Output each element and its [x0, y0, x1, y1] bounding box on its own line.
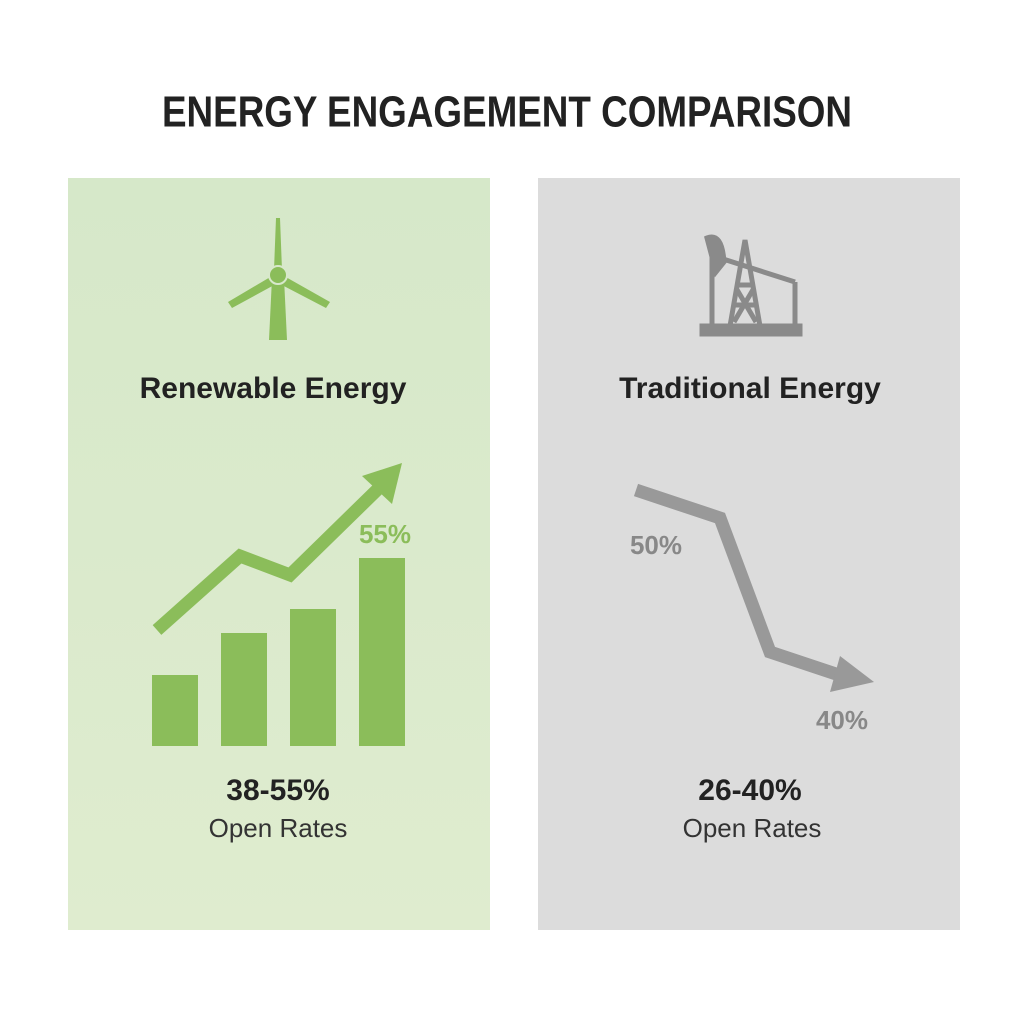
panel-heading: Renewable Energy: [140, 372, 407, 405]
arrow-head: [830, 656, 874, 692]
panel-heading: Traditional Energy: [619, 372, 881, 405]
range: 26-40%: [698, 774, 801, 807]
trend-arrow: [152, 482, 385, 635]
wind-turbine-icon: [228, 218, 330, 340]
chart-label: 55%: [359, 519, 411, 549]
trend-arrow: [633, 483, 845, 683]
bar-graphic: [152, 558, 405, 746]
title: ENERGY ENGAGEMENT COMPARISON: [162, 88, 852, 137]
caption: Open Rates: [683, 813, 822, 843]
oil-pump-icon: [699, 234, 803, 337]
chart-label: 50%: [630, 530, 682, 560]
range: 38-55%: [226, 774, 329, 807]
arrow-head: [362, 463, 402, 504]
chart-label: 40%: [816, 705, 868, 735]
caption: Open Rates: [209, 813, 348, 843]
